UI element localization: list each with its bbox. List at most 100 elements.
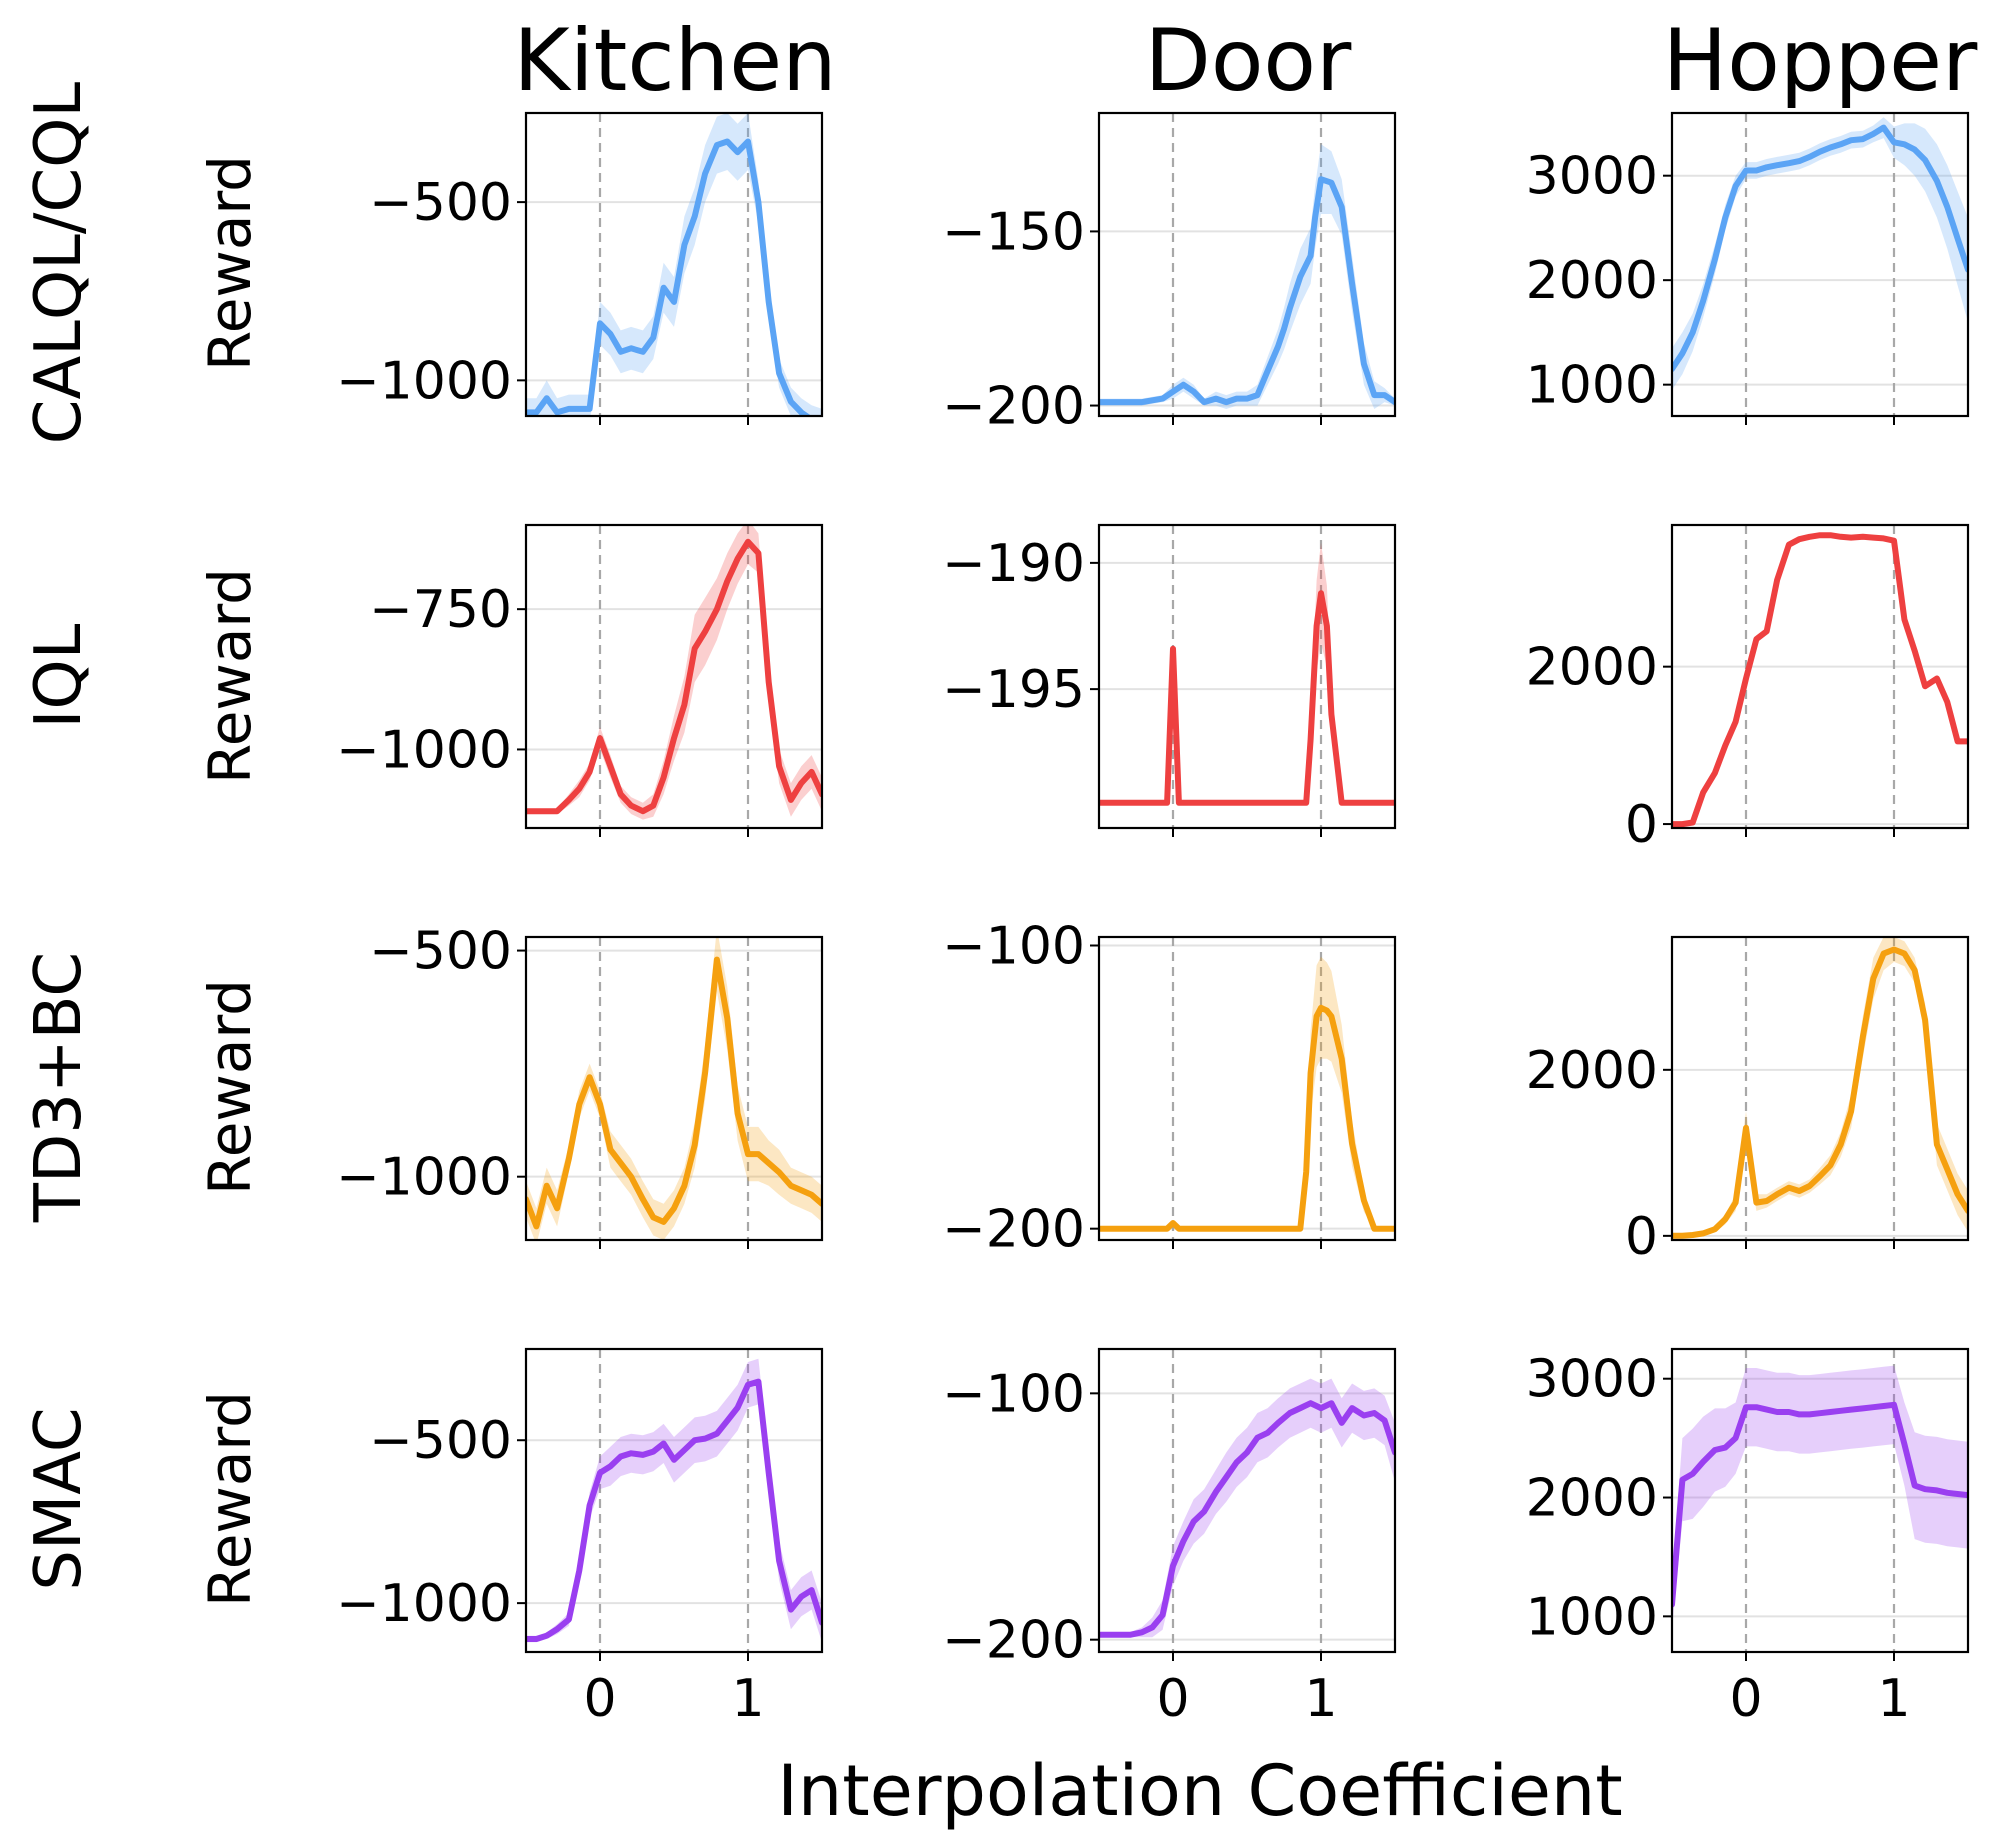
y-tick-label: −200 [942, 1200, 1085, 1260]
column-title-door: Door [1145, 11, 1352, 111]
plot-area [526, 1358, 822, 1643]
plot-frame [1097, 935, 1397, 1242]
chart-panel: −150 −200 [942, 111, 1397, 437]
confidence-band [526, 525, 822, 820]
chart-panel: −750 −1000 [336, 523, 824, 837]
y-tick-label: 1000 [1526, 1587, 1658, 1647]
series-line [526, 956, 822, 1230]
x-tick-label: 1 [1877, 1669, 1910, 1729]
confidence-band [1099, 542, 1395, 803]
plot-area [1099, 144, 1395, 410]
y-tick-label: −500 [369, 922, 512, 982]
y-tick-label: 0 [1625, 795, 1658, 855]
plot-frame [524, 1347, 824, 1654]
y-tick-label: −1000 [336, 1574, 512, 1634]
chart-panel: −500 −1000 0 1 [336, 1347, 824, 1729]
x-tick-label: 1 [1304, 1669, 1337, 1729]
series-line [1099, 590, 1395, 806]
plot-area [1672, 1365, 1968, 1629]
y-tick-label: 1000 [1526, 356, 1658, 416]
plot-area [1099, 956, 1395, 1232]
chart-panel: −500 −1000 [336, 111, 824, 425]
confidence-band [526, 1358, 822, 1643]
series-line [1099, 1400, 1395, 1638]
plot-frame [1670, 111, 1970, 418]
y-axis-label: Reward [196, 979, 264, 1195]
plot-frame [1670, 523, 1970, 830]
y-axis-label: Reward [196, 155, 264, 371]
series-line [1099, 176, 1395, 406]
plot-frame [1097, 1347, 1397, 1654]
row-label-smac: SMAC [22, 1407, 96, 1590]
y-tick-label: 3000 [1526, 1350, 1658, 1410]
plot-area [1672, 937, 1968, 1239]
confidence-band [1099, 1378, 1395, 1638]
y-tick-label: −1000 [336, 1148, 512, 1208]
x-axis-label: Interpolation Coefficient [777, 1750, 1623, 1832]
row-label-iql: IQL [22, 623, 96, 728]
y-axis-label: Reward [196, 568, 264, 784]
y-tick-label: −200 [942, 377, 1085, 437]
series-line [1672, 124, 1968, 372]
x-tick-label: 0 [1729, 1669, 1762, 1729]
plot-frame [1097, 523, 1397, 830]
confidence-band [1099, 144, 1395, 410]
y-axis-label: Reward [196, 1391, 264, 1607]
y-tick-label: −1000 [336, 351, 512, 411]
row-label-td3-bc: TD3+BC [22, 952, 96, 1223]
y-tick-label: −1000 [336, 720, 512, 780]
confidence-band [526, 937, 822, 1240]
series-line [1672, 946, 1968, 1239]
column-title-hopper: Hopper [1663, 11, 1978, 111]
plot-area [1672, 117, 1968, 390]
panel-grid: −500−1000−150−200300020001000−750−1000−1… [336, 111, 1970, 1729]
confidence-band [1672, 937, 1968, 1236]
plot-area [526, 113, 822, 416]
series-line [526, 538, 822, 815]
chart-panel: −100 −200 0 1 [942, 1347, 1397, 1729]
plot-frame [524, 935, 824, 1242]
confidence-band [1672, 1365, 1968, 1629]
series-line [1099, 1004, 1395, 1232]
confidence-band [526, 113, 822, 416]
confidence-band [1099, 956, 1395, 1229]
chart-panel: −500 −1000 [336, 922, 824, 1249]
y-tick-label: 2000 [1526, 1469, 1658, 1529]
series-line [1672, 532, 1968, 828]
y-tick-label: −100 [942, 1364, 1085, 1424]
y-tick-label: −100 [942, 916, 1085, 976]
x-tick-label: 1 [731, 1669, 764, 1729]
plot-area [1672, 532, 1968, 828]
series-line [1672, 1401, 1968, 1608]
y-tick-label: 2000 [1526, 638, 1658, 698]
y-tick-label: 2000 [1526, 251, 1658, 311]
y-tick-label: 3000 [1526, 147, 1658, 207]
chart-panel: 3000 2000 1000 0 1 [1526, 1347, 1970, 1729]
y-tick-label: −500 [369, 1411, 512, 1471]
plot-area [526, 525, 822, 820]
plot-area [526, 937, 822, 1240]
y-tick-label: −150 [942, 202, 1085, 262]
chart-panel: 2000 0 [1526, 935, 1970, 1267]
plot-frame [1670, 935, 1970, 1242]
row-label-calql-cql: CALQL/CQL [22, 81, 96, 444]
plot-area [1099, 542, 1395, 806]
y-tick-label: −190 [942, 534, 1085, 594]
series-line [526, 1378, 822, 1642]
chart-panel: 3000 2000 1000 [1526, 111, 1970, 425]
column-title-kitchen: Kitchen [513, 11, 836, 111]
plot-area [1099, 1378, 1395, 1638]
y-tick-label: −500 [369, 173, 512, 233]
x-tick-label: 0 [583, 1669, 616, 1729]
y-tick-label: 0 [1625, 1207, 1658, 1267]
x-tick-label: 0 [1156, 1669, 1189, 1729]
plot-frame [1670, 1347, 1970, 1654]
y-tick-label: −200 [942, 1611, 1085, 1671]
series-line [526, 138, 812, 416]
chart-panel: −190 −195 [942, 523, 1397, 837]
plot-frame [1097, 111, 1397, 418]
y-tick-label: −195 [942, 660, 1085, 720]
y-tick-label: −750 [369, 580, 512, 640]
plot-frame [524, 523, 824, 830]
